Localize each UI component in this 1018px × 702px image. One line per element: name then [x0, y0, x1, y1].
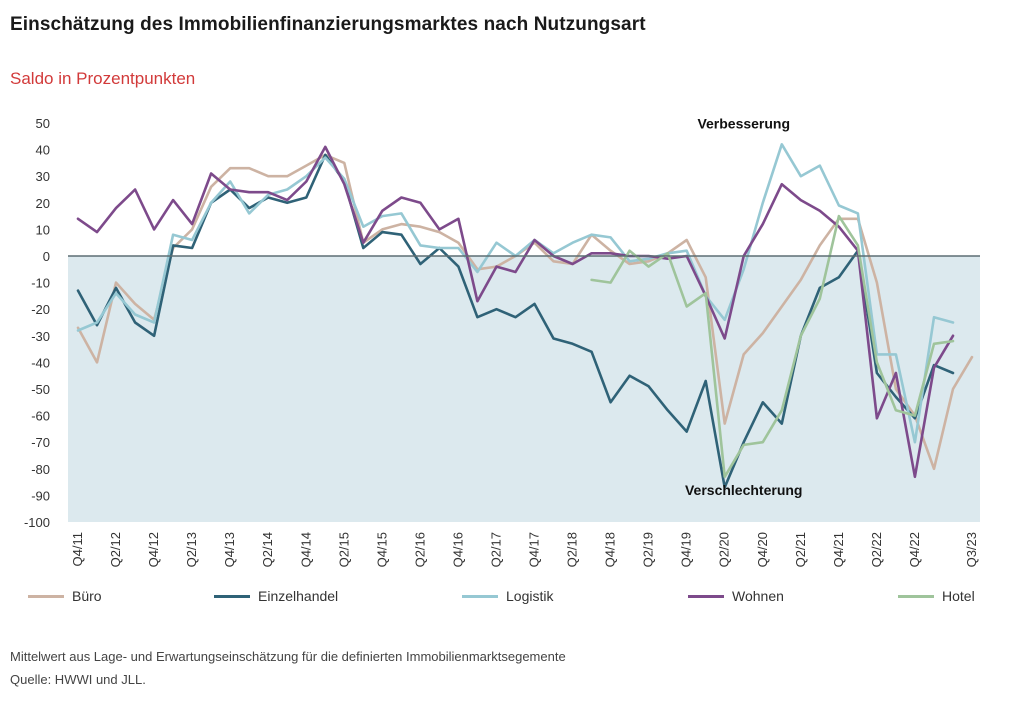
annotation-improvement: Verbesserung — [697, 115, 790, 131]
series-line-einzelhandel — [76, 153, 955, 489]
y-tick-label: 20 — [36, 196, 50, 211]
x-tick-label: Q2/20 — [717, 532, 732, 567]
legend-swatch — [28, 594, 64, 598]
legend-item: Wohnen — [688, 586, 784, 606]
legend-swatch — [688, 594, 724, 598]
x-tick-label: Q3/23 — [964, 532, 979, 567]
legend-item: Logistik — [462, 586, 553, 606]
legend-swatch — [898, 594, 934, 598]
x-tick-label: Q2/17 — [488, 532, 503, 567]
y-tick-label: -10 — [31, 276, 50, 291]
x-tick-label: Q2/18 — [565, 532, 580, 567]
x-tick-label: Q4/15 — [374, 532, 389, 567]
legend-label: Hotel — [942, 588, 975, 604]
y-tick-label: -80 — [31, 462, 50, 477]
x-tick-label: Q2/19 — [641, 532, 656, 567]
x-tick-label: Q2/22 — [869, 532, 884, 567]
x-tick-label: Q4/17 — [527, 532, 542, 567]
y-tick-label: 30 — [36, 169, 50, 184]
x-tick-label: Q2/15 — [336, 532, 351, 567]
y-tick-label: 0 — [43, 249, 50, 264]
legend-item: Büro — [28, 586, 102, 606]
y-tick-label: -60 — [31, 409, 50, 424]
y-tick-label: -50 — [31, 382, 50, 397]
legend-item: Einzelhandel — [214, 586, 338, 606]
y-tick-label: 50 — [36, 116, 50, 131]
chart-subtitle: Saldo in Prozentpunkten — [10, 69, 196, 88]
y-tick-label: -20 — [31, 302, 50, 317]
x-tick-label: Q4/11 — [70, 532, 85, 566]
x-tick-label: Q2/21 — [793, 532, 808, 567]
legend-label: Büro — [72, 588, 102, 604]
legend-swatch — [214, 594, 250, 598]
x-tick-label: Q4/19 — [679, 532, 694, 567]
y-tick-label: -100 — [24, 515, 50, 530]
legend-swatch — [462, 594, 498, 598]
x-tick-label: Q4/18 — [603, 532, 618, 567]
x-tick-label: Q2/12 — [108, 532, 123, 567]
y-tick-label: -70 — [31, 435, 50, 450]
legend-item: Hotel — [898, 586, 975, 606]
legend-label: Logistik — [506, 588, 554, 604]
chart-title: Einschätzung des Immobilienfinanzierungs… — [10, 14, 646, 35]
y-tick-label: 40 — [36, 143, 50, 158]
x-tick-label: Q4/21 — [831, 532, 846, 567]
y-tick-label: -30 — [31, 329, 50, 344]
x-tick-label: Q4/20 — [755, 532, 770, 567]
x-tick-label: Q4/16 — [450, 532, 465, 567]
x-tick-label: Q2/16 — [412, 532, 427, 567]
series-line-hotel — [590, 214, 955, 479]
legend-label: Einzelhandel — [258, 588, 339, 604]
x-tick-label: Q4/22 — [907, 532, 922, 567]
source-note: Quelle: HWWI und JLL. — [10, 672, 146, 687]
x-tick-label: Q4/14 — [298, 532, 313, 567]
y-tick-label: -40 — [31, 355, 50, 370]
annotation-deterioration: Verschlechterung — [685, 482, 803, 498]
negative-area — [68, 256, 980, 522]
y-tick-label: -90 — [31, 488, 50, 503]
y-tick-label: 10 — [36, 222, 50, 237]
x-tick-label: Q4/13 — [222, 532, 237, 567]
x-tick-label: Q4/12 — [146, 532, 161, 567]
legend-label: Wohnen — [732, 588, 784, 604]
footnote: Mittelwert aus Lage- und Erwartungseinsc… — [10, 649, 566, 664]
series-line-wohnen — [76, 145, 955, 479]
x-tick-label: Q2/14 — [260, 532, 275, 567]
x-tick-label: Q2/13 — [184, 532, 199, 567]
legend: Büro Einzelhandel Logistik Wohnen Hotel — [0, 586, 1018, 606]
